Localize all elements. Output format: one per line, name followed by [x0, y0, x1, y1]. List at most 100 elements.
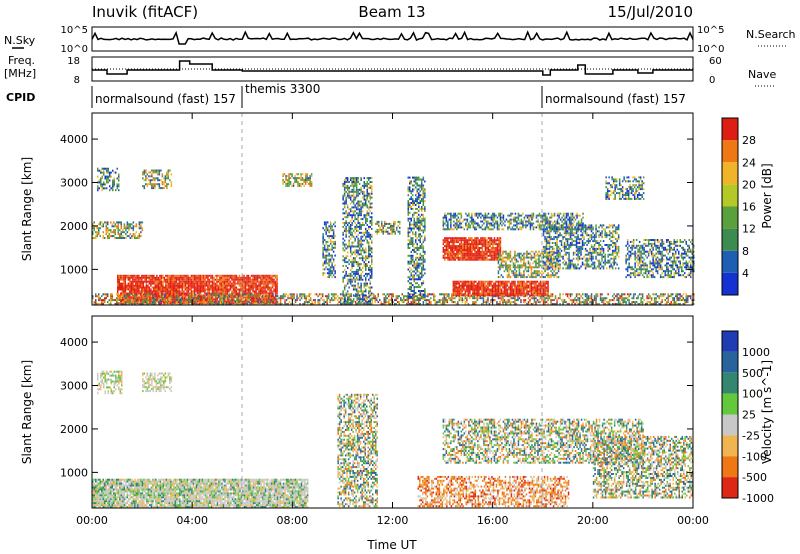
echo-cell	[345, 202, 347, 205]
echo-cell	[465, 237, 467, 240]
echo-cell	[240, 298, 242, 301]
echo-cell	[366, 257, 368, 260]
echo-cell	[384, 224, 386, 227]
echo-cell	[166, 171, 168, 174]
echo-cell	[672, 303, 674, 305]
echo-cell	[421, 247, 423, 249]
echo-cell	[140, 221, 142, 224]
echo-cell	[101, 299, 103, 302]
echo-cell	[474, 258, 476, 261]
echo-cell	[131, 235, 133, 238]
echo-cell	[127, 298, 130, 301]
echo-cell	[415, 180, 417, 183]
echo-cell	[357, 261, 359, 264]
echo-cell	[235, 286, 238, 289]
echo-cell	[348, 208, 350, 211]
echo-cell	[129, 296, 131, 299]
echo-cell	[506, 303, 509, 305]
echo-cell	[269, 297, 271, 300]
echo-cell	[360, 263, 362, 266]
echo-cell	[593, 297, 596, 300]
echo-cell	[135, 288, 137, 291]
echo-cell	[252, 286, 254, 289]
echo-cell	[328, 244, 330, 247]
echo-cell	[419, 262, 421, 265]
echo-cell	[255, 274, 257, 277]
echo-cell	[471, 247, 473, 249]
echo-cell	[422, 190, 425, 193]
echo-cell	[416, 207, 418, 210]
echo-cell	[343, 243, 346, 246]
echo-cell	[176, 299, 178, 302]
echo-cell	[357, 222, 359, 224]
echo-cell	[159, 293, 162, 296]
echo-cell	[132, 284, 134, 287]
echo-cell	[264, 290, 266, 293]
echo-cell	[259, 282, 262, 285]
echo-cell	[123, 227, 126, 230]
echo-cell	[357, 272, 359, 275]
echo-cell	[361, 278, 364, 281]
echo-cell	[126, 223, 129, 226]
echo-cell	[255, 278, 257, 281]
echo-cell	[201, 294, 203, 297]
echo-cell	[424, 194, 426, 197]
echo-cell	[422, 262, 425, 265]
freq-unit-label: [MHz]	[4, 67, 36, 80]
echo-cell	[354, 216, 356, 219]
echo-cell	[416, 268, 418, 271]
echo-cell	[394, 299, 396, 302]
echo-cell	[117, 221, 119, 224]
echo-cell	[343, 302, 346, 305]
echo-cell	[153, 303, 156, 305]
echo-cell	[343, 181, 346, 183]
echo-cell	[192, 299, 195, 302]
echo-cell	[145, 280, 148, 283]
echo-cell	[144, 280, 146, 283]
echo-cell	[175, 280, 178, 283]
echo-cell	[345, 265, 347, 267]
echo-cell	[309, 303, 312, 305]
echo-cell	[159, 276, 161, 279]
echo-cell	[274, 290, 277, 293]
echo-cell	[445, 252, 448, 255]
echo-cell	[255, 290, 257, 293]
echo-cell	[421, 207, 423, 210]
echo-cell	[348, 188, 350, 191]
echo-cell	[149, 179, 152, 182]
echo-cell	[157, 292, 160, 295]
echo-cell	[322, 246, 324, 249]
echo-cell	[360, 257, 362, 260]
echo-cell	[436, 301, 438, 304]
echo-cell	[292, 177, 295, 180]
echo-cell	[581, 301, 584, 304]
echo-cell	[345, 198, 347, 201]
echo-cell	[351, 302, 353, 305]
echo-cell	[213, 298, 215, 301]
echo-cell	[410, 237, 412, 240]
echo-cell	[526, 303, 528, 305]
echo-cell	[355, 288, 358, 291]
echo-cell	[533, 299, 536, 302]
echo-cell	[157, 288, 160, 291]
echo-cell	[214, 278, 217, 281]
echo-cell	[168, 299, 171, 302]
echo-cell	[369, 245, 371, 248]
echo-cell	[653, 301, 656, 304]
echo-cell	[376, 297, 378, 300]
echo-cell	[422, 264, 425, 267]
echo-cell	[407, 292, 409, 294]
echo-cell	[584, 293, 587, 296]
echo-cell	[500, 297, 503, 300]
echo-cell	[267, 297, 270, 300]
echo-cell	[466, 250, 469, 253]
echo-cell	[198, 290, 200, 293]
echo-cell	[184, 280, 187, 283]
echo-cell	[348, 181, 350, 183]
echo-cell	[566, 303, 569, 305]
echo-cell	[222, 303, 225, 305]
echo-cell	[118, 274, 120, 277]
echo-cell	[200, 299, 202, 302]
echo-cell	[118, 284, 120, 287]
echo-cell	[641, 303, 644, 305]
